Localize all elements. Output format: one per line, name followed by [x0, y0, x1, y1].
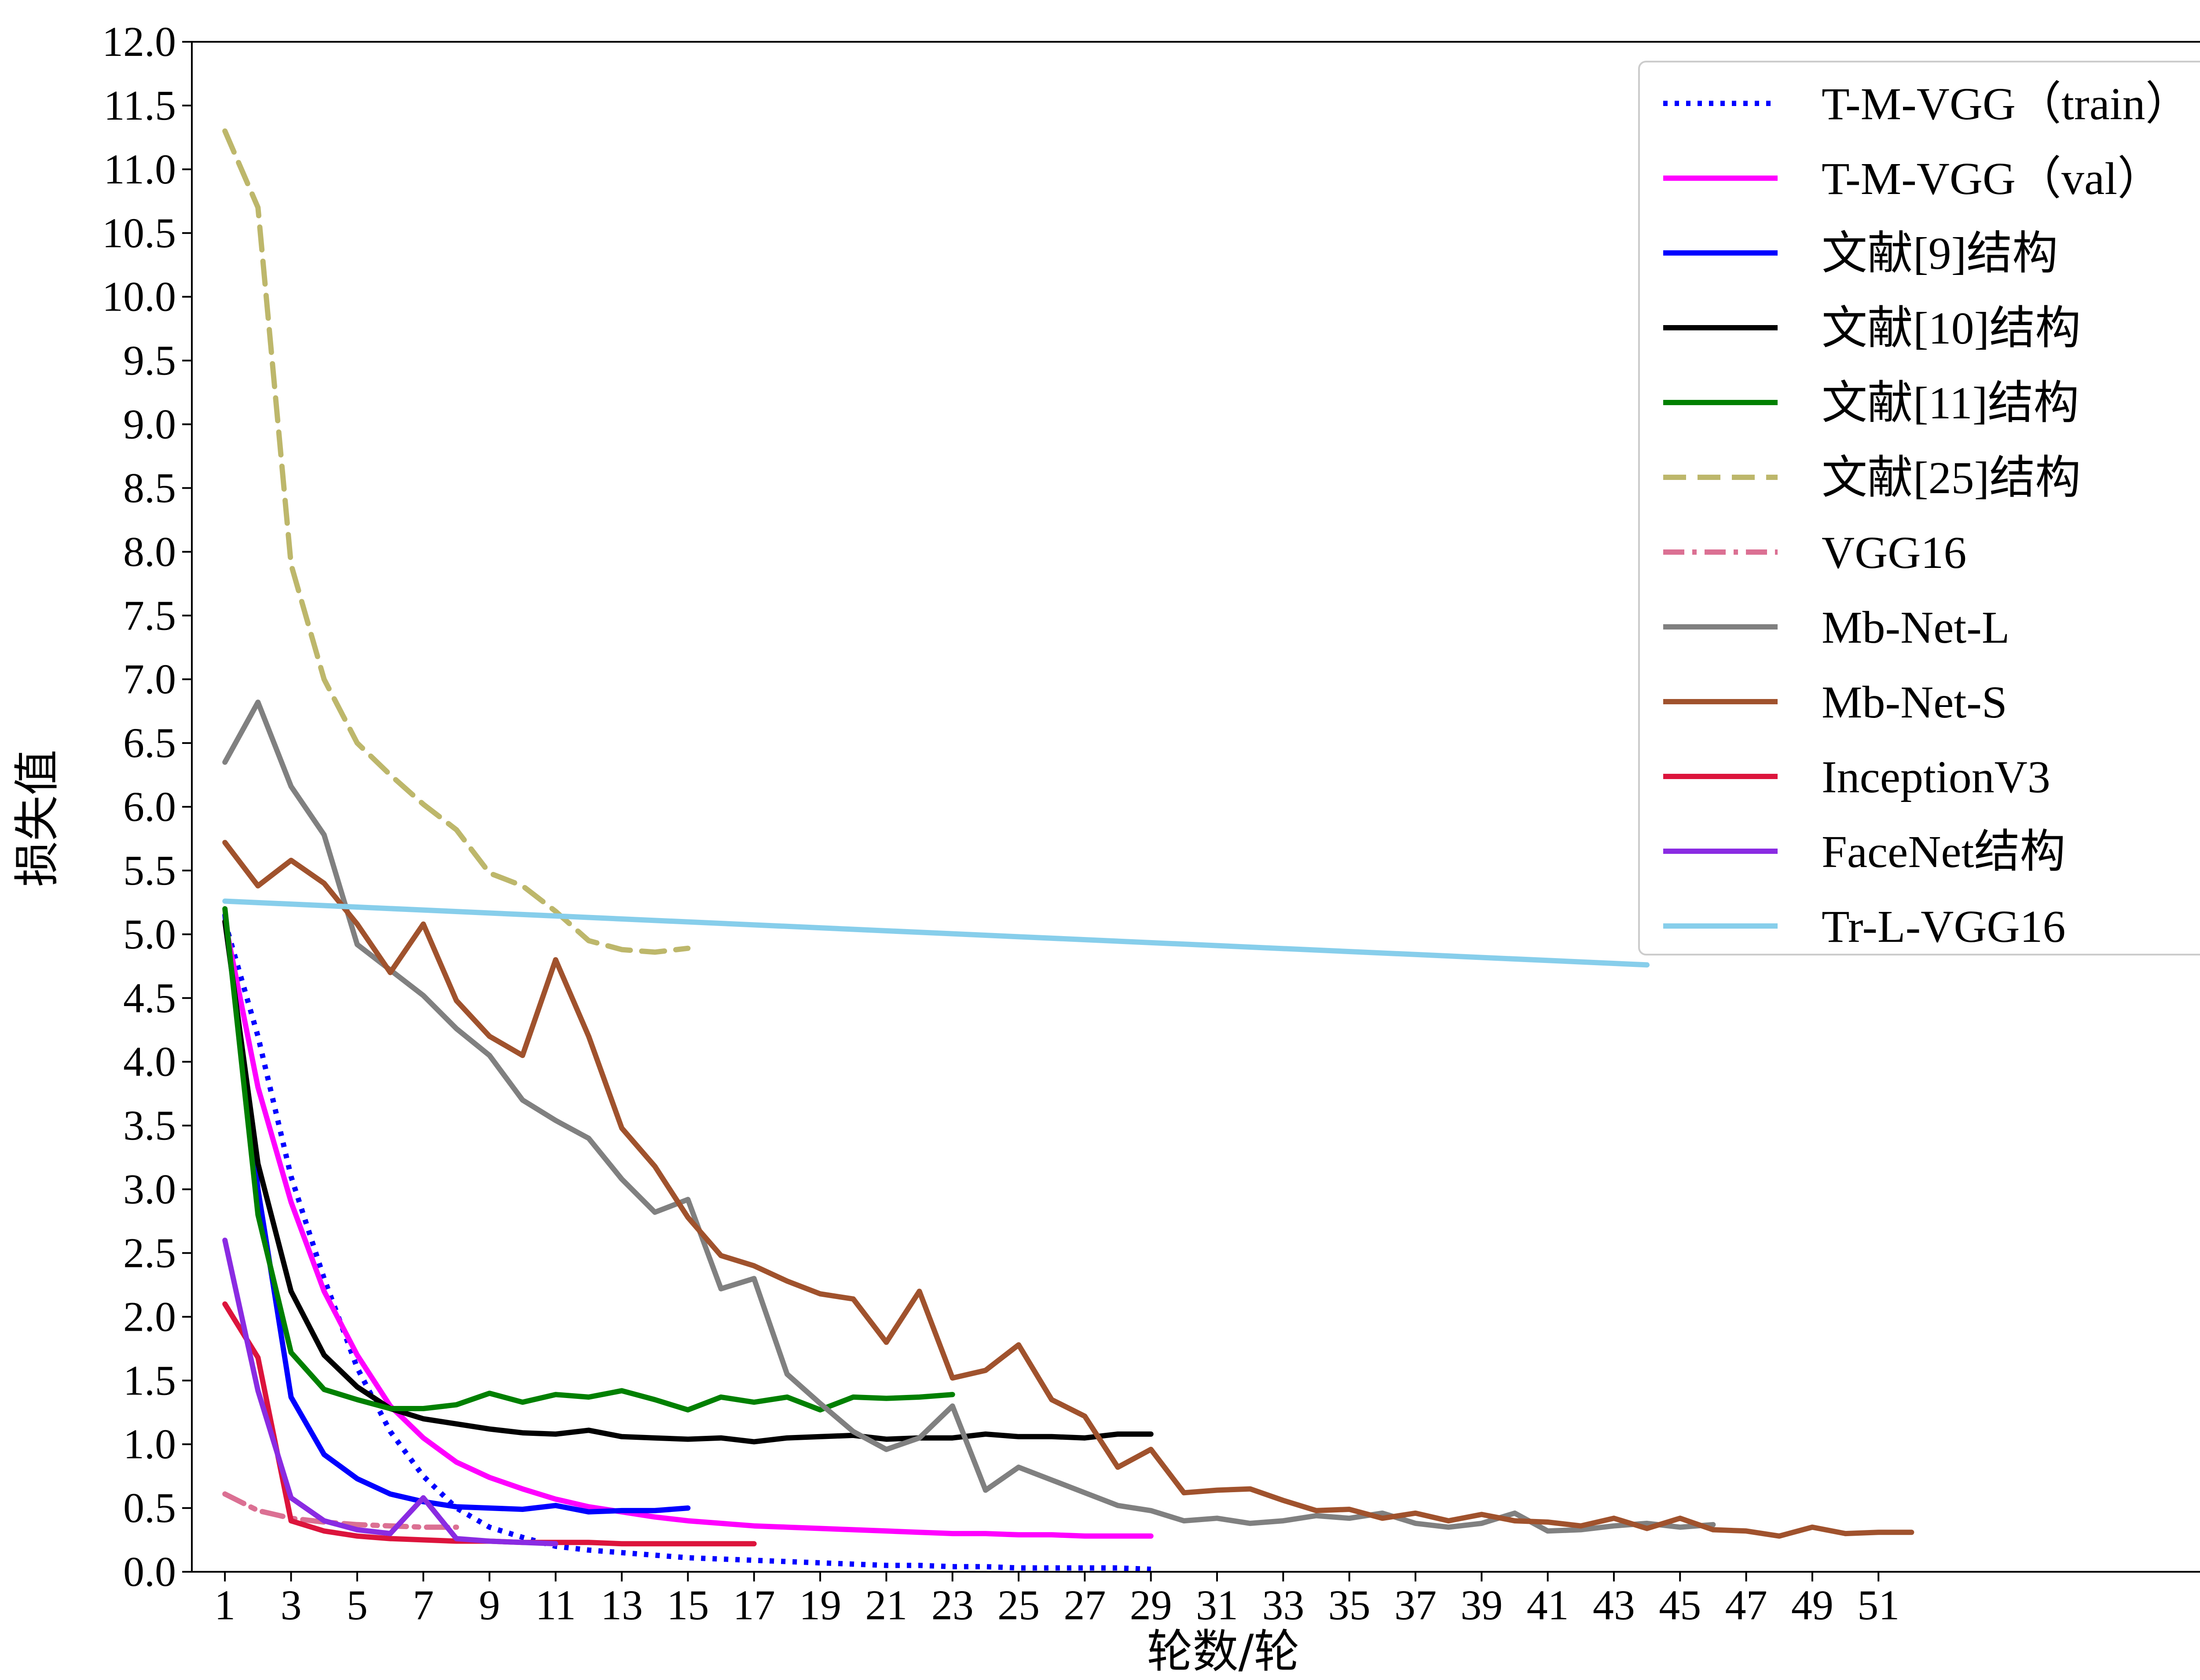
y-tick-label: 11.5: [104, 82, 176, 129]
series-line-7: [222, 699, 1716, 1534]
y-tick-label: 3.0: [123, 1166, 176, 1213]
series-line-8: [222, 840, 1914, 1539]
y-axis-title: 损失值: [10, 750, 64, 887]
series-line-10: [222, 1237, 558, 1547]
x-tick-label: 49: [1791, 1581, 1833, 1629]
y-tick-label: 3.5: [123, 1102, 176, 1149]
legend-label: T-M-VGG（val）: [1822, 154, 2163, 204]
series-line-3: [222, 919, 1154, 1445]
x-tick-label: 27: [1063, 1581, 1106, 1629]
y-tick-label: 10.5: [102, 209, 176, 256]
y-tick-label: 5.0: [123, 911, 176, 958]
series-line-6: [222, 1491, 459, 1530]
y-tick-label: 8.5: [123, 464, 176, 511]
x-tick-label: 3: [280, 1581, 301, 1629]
y-tick-label: 7.5: [123, 592, 176, 639]
series-line-1: [222, 919, 1154, 1539]
legend-label: 文献[25]结构: [1822, 453, 2081, 503]
x-tick-label: 35: [1328, 1581, 1371, 1629]
legend-label: 文献[11]结构: [1822, 378, 2079, 428]
plot-frame: [191, 41, 2200, 1573]
y-tick-label: 0.0: [123, 1548, 176, 1595]
legend-label: VGG16: [1822, 527, 1966, 578]
x-tick-label: 9: [479, 1581, 500, 1629]
legend-label: Mb-Net-L: [1822, 602, 2009, 653]
y-tick-label: 0.5: [123, 1484, 176, 1531]
x-tick-label: 17: [733, 1581, 775, 1629]
legend-label: Tr-L-VGG16: [1822, 901, 2066, 952]
y-tick-label: 4.0: [123, 1038, 176, 1085]
legend-label: T-M-VGG（train）: [1822, 79, 2191, 129]
legend-box: [1638, 61, 2200, 955]
series-line-4: [222, 906, 955, 1413]
series-line-11: [222, 898, 1650, 968]
x-tick-label: 31: [1196, 1581, 1238, 1629]
legend-label: 文献[10]结构: [1822, 303, 2081, 354]
x-tick-label: 39: [1460, 1581, 1503, 1629]
x-tick-label: 33: [1262, 1581, 1304, 1629]
x-tick-label: 25: [997, 1581, 1040, 1629]
x-tick-label: 11: [535, 1581, 576, 1629]
y-tick-label: 2.5: [123, 1229, 176, 1276]
y-tick-label: 6.5: [123, 719, 176, 766]
y-tick-label: 12.0: [102, 18, 176, 65]
y-tick-label: 7.0: [123, 655, 176, 703]
x-tick-label: 43: [1593, 1581, 1635, 1629]
x-tick-label: 41: [1527, 1581, 1569, 1629]
series-line-5: [222, 128, 691, 955]
x-tick-label: 21: [865, 1581, 907, 1629]
ticks-layer: 0.0 0.5 1.0 1.5 2.0 2.5 3.0 3.5 4.0 4.5 5.0 5.5 6.0 6…: [102, 18, 1899, 1629]
x-tick-label: 47: [1725, 1581, 1767, 1629]
x-tick-label: 45: [1659, 1581, 1701, 1629]
x-tick-label: 29: [1130, 1581, 1172, 1629]
y-tick-label: 9.5: [123, 337, 176, 384]
y-tick-label: 11.0: [104, 146, 176, 193]
y-tick-label: 2.0: [123, 1293, 176, 1340]
legend-label: 文献[9]结构: [1822, 228, 2058, 279]
y-tick-label: 10.0: [102, 273, 176, 320]
x-tick-label: 1: [214, 1581, 235, 1629]
y-tick-label: 6.0: [123, 783, 176, 830]
y-tick-label: 1.0: [123, 1420, 176, 1468]
y-tick-label: 4.5: [123, 974, 176, 1021]
y-tick-label: 5.5: [123, 847, 176, 894]
x-tick-label: 7: [413, 1581, 434, 1629]
x-tick-label: 13: [601, 1581, 643, 1629]
x-tick-label: 37: [1394, 1581, 1437, 1629]
x-axis-title: 轮数/轮: [1147, 1625, 1299, 1678]
x-tick-label: 51: [1857, 1581, 1899, 1629]
x-tick-label: 5: [347, 1581, 368, 1629]
y-tick-label: 1.5: [123, 1357, 176, 1404]
legend-label: InceptionV3: [1822, 752, 2050, 802]
x-tick-label: 15: [667, 1581, 709, 1629]
series-line-2: [222, 912, 691, 1515]
series-layer: [222, 128, 1914, 1572]
legend-label: FaceNet结构: [1822, 827, 2065, 877]
x-tick-label: 19: [799, 1581, 841, 1629]
legend: T-M-VGG（train） T-M-VGG（val） 文献[9]结构文献[10]结…: [1638, 61, 2200, 955]
y-tick-label: 8.0: [123, 528, 176, 575]
x-tick-label: 23: [931, 1581, 974, 1629]
legend-label: Mb-Net-S: [1822, 677, 2007, 728]
y-tick-label: 9.0: [123, 401, 176, 448]
